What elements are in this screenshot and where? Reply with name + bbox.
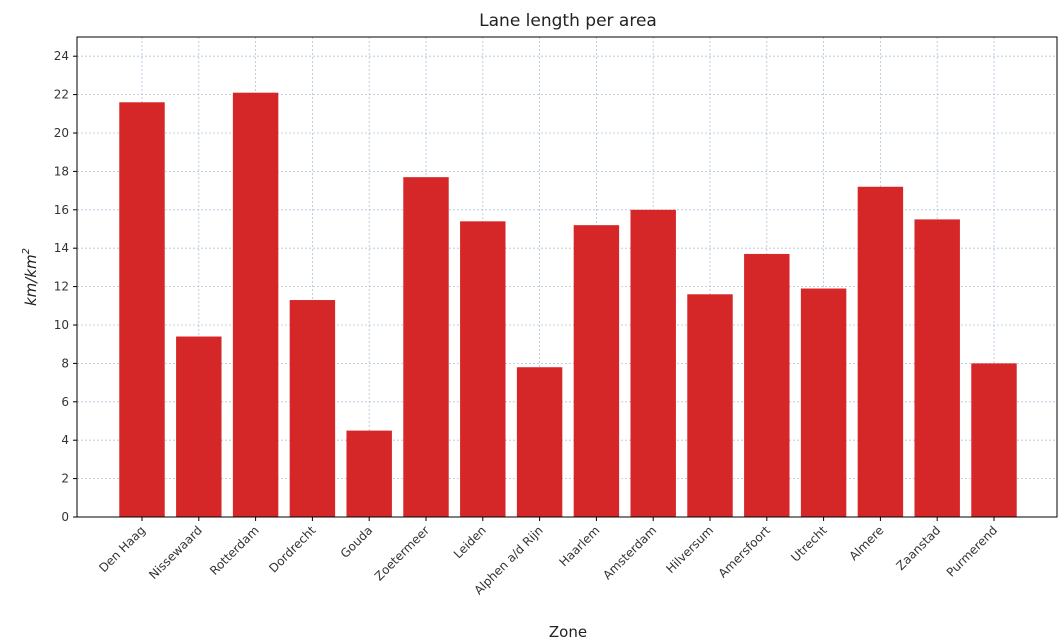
y-axis-label-base: km/km [22,254,40,306]
y-tick-label: 4 [61,433,69,447]
y-tick-label: 2 [61,472,69,486]
bar-rotterdam [232,92,279,518]
axes [76,36,1058,518]
bar-alphen-a-d-rijn [516,367,563,517]
bars [119,92,1017,518]
x-tick-label: Leiden [451,523,489,561]
x-tick-label: Hilversum [663,523,716,576]
x-tick-label: Zoetermeer [372,523,432,583]
x-tick-label: Haarlem [557,523,603,569]
y-tick-label: 12 [54,280,69,294]
chart-title: Lane length per area [479,11,657,31]
x-tick-label: Utrecht [788,523,830,565]
x-tick-label: Dordrecht [266,523,318,575]
y-tick-label: 14 [54,241,69,255]
x-tick-label: Rotterdam [207,523,262,578]
y-tick-label: 0 [61,510,69,524]
bar-zoetermeer [403,177,449,517]
x-axis-label: Zone [549,623,587,641]
grid [77,37,1057,518]
bar-zaanstad [914,219,960,517]
bar-almere [857,186,904,517]
bar-dordrecht [289,300,336,517]
y-tick-label: 24 [54,49,69,63]
bar-leiden [460,221,506,517]
bar-nissewaard [176,336,222,517]
x-tick-label: Den Haag [96,523,148,575]
y-axis-label-sup: 2 [21,248,32,254]
x-tick-label: Zaanstad [893,523,943,573]
bar-gouda [346,430,392,517]
y-tick-label: 18 [54,164,69,178]
y-tick-label: 20 [54,126,69,140]
x-tick-label: Amersfoort [716,523,773,580]
bar-haarlem [573,225,620,517]
bar-amersfoort [744,253,790,517]
plot-frame [76,36,1058,518]
x-tick-label: Almere [846,523,886,563]
x-tick-label: Purmerend [944,523,1000,579]
y-axis-label: km/km2 [21,248,40,306]
bar-utrecht [800,288,847,517]
y-tick-label: 16 [54,203,69,217]
y-tick-label: 8 [61,356,69,370]
bar-amsterdam [630,209,676,518]
y-tick-label: 22 [54,88,69,102]
bar-hilversum [687,294,733,517]
y-tick-label: 6 [61,395,69,409]
bar-den-haag [119,102,165,517]
y-tick-label: 10 [54,318,69,332]
x-tick-label: Nissewaard [146,523,205,582]
x-tick-label: Amsterdam [600,523,659,582]
bar-purmerend [971,363,1017,517]
x-tick-label: Gouda [338,523,376,561]
